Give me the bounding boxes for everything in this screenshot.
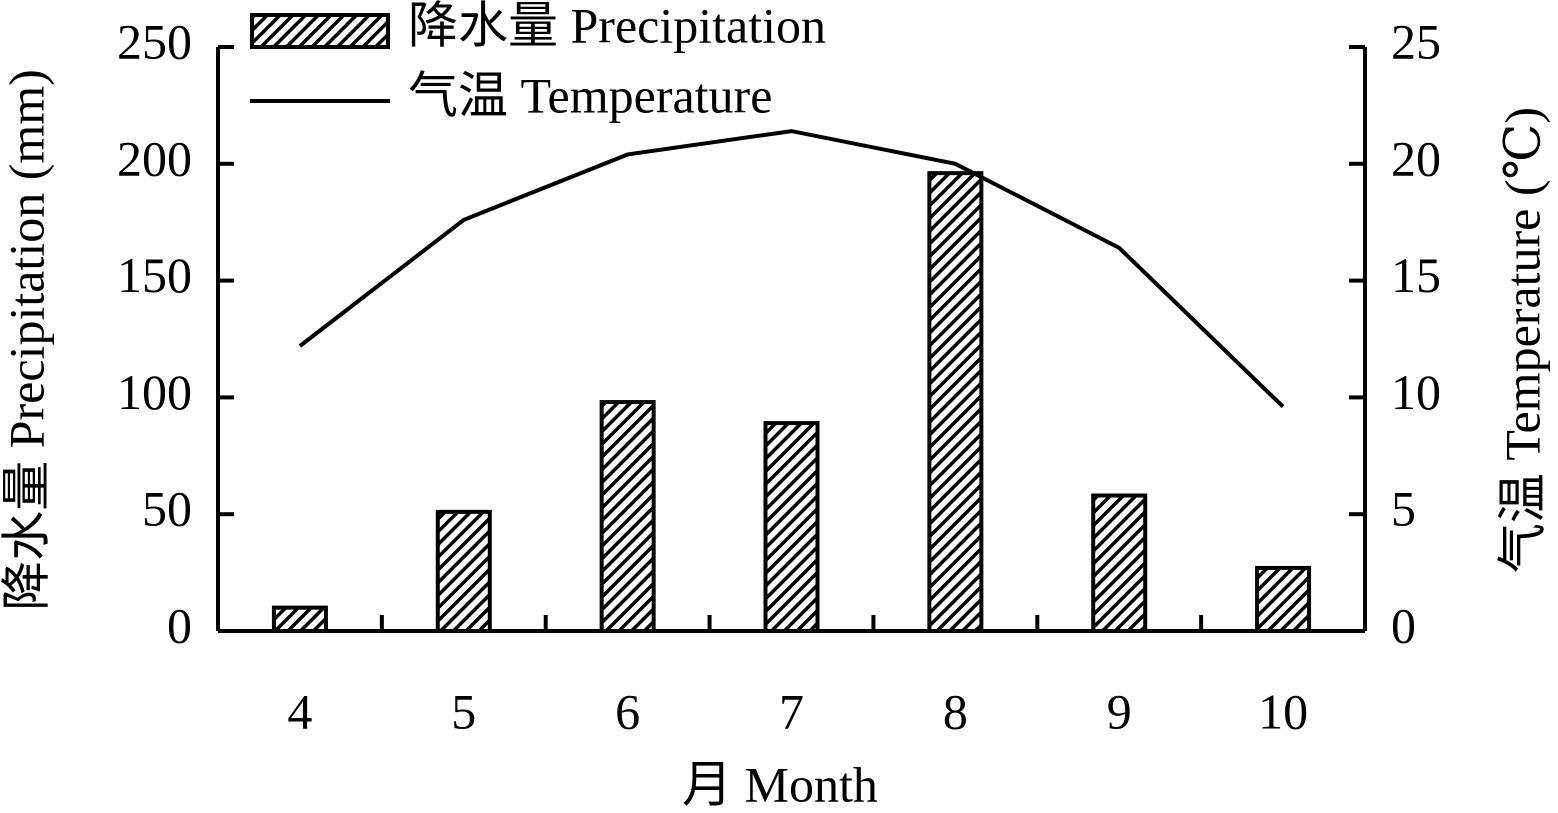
line	[298, 129, 1285, 409]
x-axis-label: 月 Month	[682, 756, 878, 812]
x-tick-label: 6	[615, 683, 640, 739]
y2-tick-label: 25	[1391, 13, 1441, 69]
y2-tick-label: 15	[1391, 247, 1441, 303]
y-tick-label: 200	[117, 130, 192, 186]
y2-tick-label: 20	[1391, 130, 1441, 186]
y-axis-label: 降水量 Precipitation (mm)	[0, 69, 54, 611]
y-tick-label: 250	[117, 13, 192, 69]
y-tick-label: 100	[117, 364, 192, 420]
x-tick-label: 7	[779, 683, 804, 739]
y-tick-label: 150	[117, 247, 192, 303]
x-tick-label: 9	[1107, 683, 1132, 739]
y2-axis-label: 气温 Temperature (℃)	[1494, 107, 1550, 573]
bar	[599, 400, 656, 633]
legend-swatch	[250, 13, 390, 49]
y-tick-label: 50	[142, 481, 192, 537]
x-tick-label: 8	[943, 683, 968, 739]
y-tick-label: 0	[167, 597, 192, 653]
bar	[763, 421, 820, 634]
bar	[927, 171, 984, 633]
x-tick-label: 10	[1258, 683, 1308, 739]
x-tick-label: 5	[451, 683, 476, 739]
y2-tick-label: 0	[1391, 597, 1416, 653]
x-tick-label: 4	[287, 683, 312, 739]
bar	[1091, 493, 1148, 633]
legend-label: 气温 Temperature	[408, 67, 772, 123]
bar	[435, 509, 492, 634]
y2-tick-label: 10	[1391, 364, 1441, 420]
y2-tick-label: 5	[1391, 481, 1416, 537]
legend-label: 降水量 Precipitation	[408, 0, 826, 53]
bar	[1255, 565, 1312, 633]
bar	[271, 605, 328, 634]
